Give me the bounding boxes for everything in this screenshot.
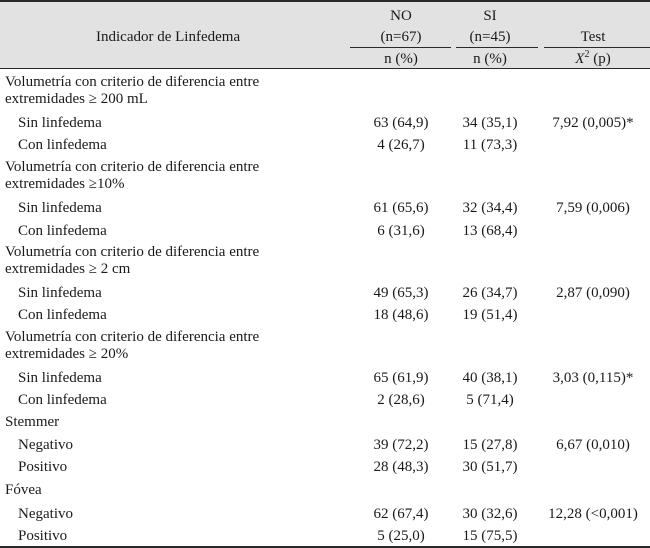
cell-no: 49 (65,3) <box>373 285 429 301</box>
cell-no: 4 (26,7) <box>377 137 425 153</box>
cell-si: 5 (71,4) <box>466 392 514 408</box>
header-si-underline <box>456 47 538 48</box>
cell-test: 2,87 (0,090) <box>556 285 630 301</box>
header-si-count: (n=45) <box>469 29 511 45</box>
row-label: Sin linfedema <box>18 370 102 386</box>
cell-test: 7,92 (0,005)* <box>552 115 634 131</box>
section-title: Volumetría con criterio de diferencia en… <box>5 159 260 175</box>
cell-si: 34 (35,1) <box>462 115 518 131</box>
row-label: Sin linfedema <box>18 285 102 301</box>
cell-test: 12,28 (<0,001) <box>548 506 638 522</box>
row-label: Positivo <box>18 459 68 475</box>
cell-si: 19 (51,4) <box>462 307 518 323</box>
header-no-label: NO <box>390 8 412 24</box>
row-label: Con linfedema <box>18 223 107 239</box>
chi-symbol: X <box>575 51 585 67</box>
section-title: Volumetría con criterio de diferencia en… <box>5 74 260 90</box>
cell-no: 61 (65,6) <box>373 200 429 216</box>
chi-exponent: 2 <box>584 49 590 60</box>
section-title: extremidades ≥ 200 mL <box>5 91 148 107</box>
cell-si: 13 (68,4) <box>462 223 518 239</box>
cell-test: 6,67 (0,010) <box>556 437 630 453</box>
section-title: extremidades ≥ 2 cm <box>5 261 131 277</box>
top-rule <box>0 0 650 2</box>
cell-no: 18 (48,6) <box>373 307 429 323</box>
header-chi-test: X2 (p) <box>575 49 611 68</box>
cell-si: 40 (38,1) <box>462 370 518 386</box>
section-title: Stemmer <box>5 414 60 430</box>
row-label: Sin linfedema <box>18 200 102 216</box>
cell-no: 39 (72,2) <box>373 437 429 453</box>
cell-si: 30 (32,6) <box>462 506 518 522</box>
cell-no: 62 (67,4) <box>373 506 429 522</box>
cell-no: 6 (31,6) <box>377 223 425 239</box>
cell-no: 5 (25,0) <box>377 528 425 544</box>
row-label: Con linfedema <box>18 307 107 323</box>
row-label: Negativo <box>18 506 73 522</box>
section-title: Fóvea <box>5 482 42 498</box>
cell-test: 7,59 (0,006) <box>556 200 630 216</box>
cell-si: 11 (73,3) <box>462 137 518 153</box>
section-title: Volumetría con criterio de diferencia en… <box>5 329 260 345</box>
cell-si: 15 (27,8) <box>462 437 518 453</box>
cell-test: 3,03 (0,115)* <box>552 370 634 386</box>
row-label: Con linfedema <box>18 392 107 408</box>
table-header-band <box>0 0 650 68</box>
header-si-label: SI <box>483 8 497 24</box>
row-label: Sin linfedema <box>18 115 102 131</box>
header-rule <box>0 68 650 70</box>
cell-si: 15 (75,5) <box>462 528 518 544</box>
section-title: Volumetría con criterio de diferencia en… <box>5 244 260 260</box>
row-label: Negativo <box>18 437 73 453</box>
section-title: extremidades ≥ 20% <box>5 346 129 362</box>
row-label: Con linfedema <box>18 137 107 153</box>
row-label: Positivo <box>18 528 68 544</box>
cell-no: 28 (48,3) <box>373 459 429 475</box>
cell-no: 2 (28,6) <box>377 392 425 408</box>
cell-no: 65 (61,9) <box>373 370 429 386</box>
header-no-underline <box>350 47 451 48</box>
header-test-label: Test <box>580 29 606 45</box>
header-si-unit: n (%) <box>473 51 507 67</box>
cell-si: 30 (51,7) <box>462 459 518 475</box>
cell-no: 63 (64,9) <box>373 115 429 131</box>
cell-si: 26 (34,7) <box>462 285 518 301</box>
header-indicator-label: Indicador de Linfedema <box>96 29 241 45</box>
section-title: extremidades ≥10% <box>5 176 125 192</box>
header-test-underline <box>544 47 650 48</box>
header-no-count: (n=67) <box>380 29 422 45</box>
cell-si: 32 (34,4) <box>462 200 518 216</box>
chi-suffix: (p) <box>589 51 611 67</box>
bottom-rule <box>0 546 650 548</box>
header-no-unit: n (%) <box>384 51 418 67</box>
